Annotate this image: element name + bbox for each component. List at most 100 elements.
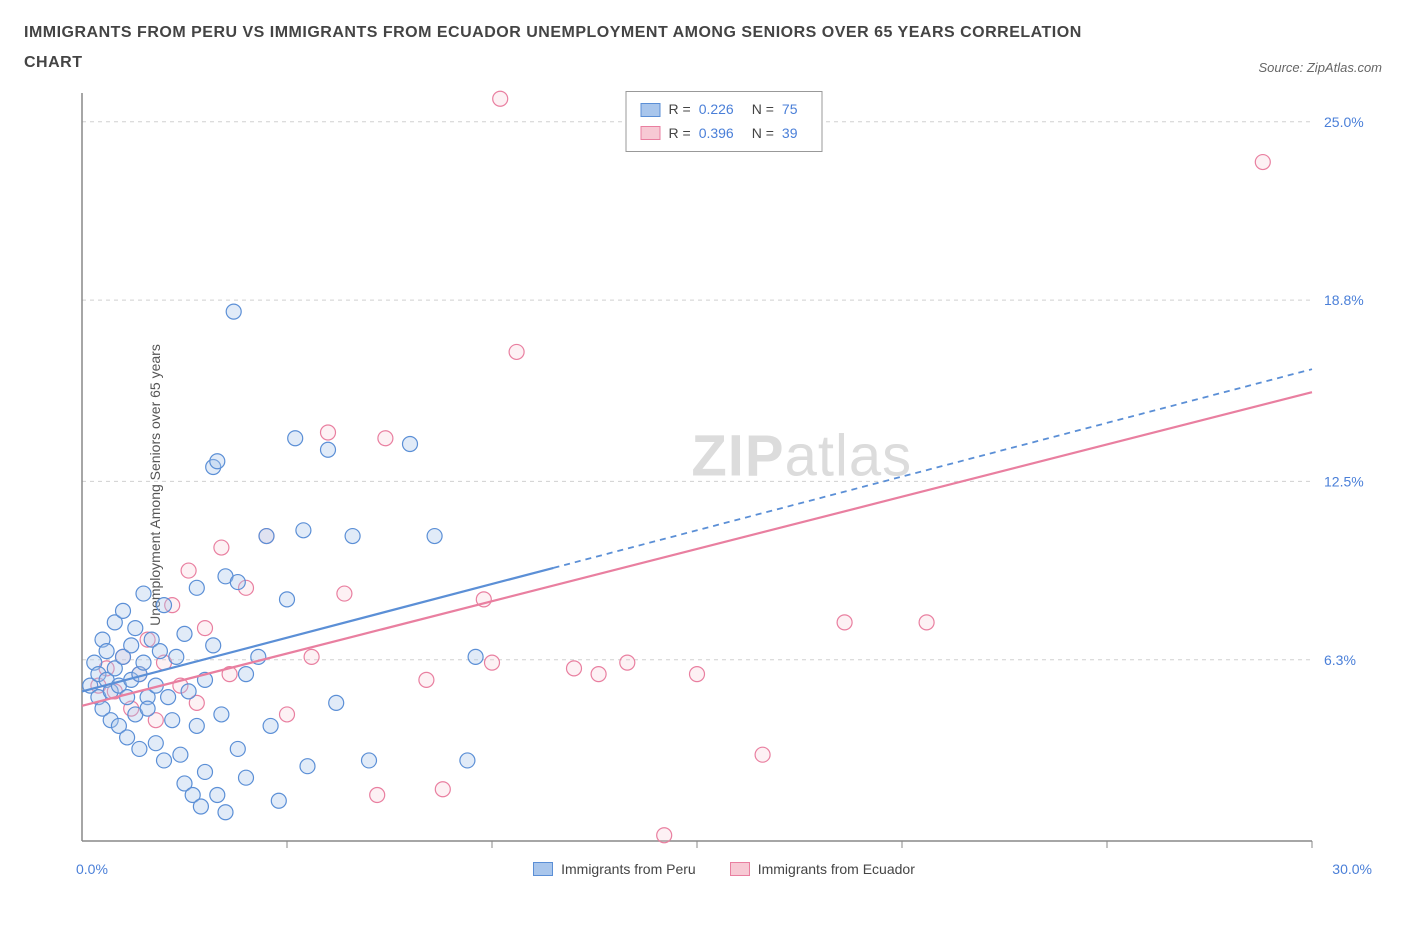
data-point — [755, 747, 770, 762]
data-point — [116, 603, 131, 618]
data-point — [177, 626, 192, 641]
svg-text:6.3%: 6.3% — [1324, 652, 1356, 668]
data-point — [169, 649, 184, 664]
data-point — [239, 770, 254, 785]
data-point — [370, 787, 385, 802]
data-point — [161, 689, 176, 704]
data-point — [99, 643, 114, 658]
data-point — [362, 753, 377, 768]
stats-legend: R = 0.226 N = 75R = 0.396 N = 39 — [626, 91, 823, 153]
data-point — [620, 655, 635, 670]
svg-text:12.5%: 12.5% — [1324, 473, 1364, 489]
data-point — [493, 91, 508, 106]
stats-legend-row: R = 0.396 N = 39 — [641, 122, 808, 146]
source-label: Source: ZipAtlas.com — [1258, 60, 1382, 79]
data-point — [152, 643, 167, 658]
data-point — [509, 344, 524, 359]
series-legend-item: Immigrants from Ecuador — [730, 861, 915, 877]
data-point — [567, 661, 582, 676]
data-point — [239, 666, 254, 681]
data-point — [206, 638, 221, 653]
data-point — [136, 655, 151, 670]
trend-line — [82, 392, 1312, 706]
series-legend-label: Immigrants from Ecuador — [758, 861, 915, 877]
legend-swatch — [641, 103, 661, 117]
data-point — [263, 718, 278, 733]
r-value: 0.226 — [699, 98, 734, 122]
legend-swatch — [641, 126, 661, 140]
data-point — [181, 684, 196, 699]
data-point — [120, 730, 135, 745]
data-point — [337, 586, 352, 601]
data-point — [427, 528, 442, 543]
svg-text:18.8%: 18.8% — [1324, 292, 1364, 308]
data-point — [304, 649, 319, 664]
series-legend-label: Immigrants from Peru — [561, 861, 696, 877]
data-point — [157, 597, 172, 612]
stats-legend-row: R =0.226N =75 — [641, 98, 808, 122]
data-point — [230, 741, 245, 756]
data-point — [280, 707, 295, 722]
series-legend-item: Immigrants from Peru — [533, 861, 696, 877]
data-point — [280, 592, 295, 607]
data-point — [591, 666, 606, 681]
data-point — [198, 620, 213, 635]
data-point — [148, 735, 163, 750]
data-point — [378, 431, 393, 446]
data-point — [657, 828, 672, 843]
data-point — [230, 574, 245, 589]
data-point — [919, 615, 934, 630]
data-point — [837, 615, 852, 630]
data-point — [259, 528, 274, 543]
r-value: 0.396 — [699, 122, 734, 146]
data-point — [157, 753, 172, 768]
n-value: 39 — [782, 122, 798, 146]
chart-title: IMMIGRANTS FROM PERU VS IMMIGRANTS FROM … — [24, 18, 1124, 79]
data-point — [419, 672, 434, 687]
data-point — [345, 528, 360, 543]
data-point — [321, 425, 336, 440]
data-point — [165, 712, 180, 727]
data-point — [485, 655, 500, 670]
data-point — [198, 764, 213, 779]
data-point — [296, 523, 311, 538]
data-point — [300, 758, 315, 773]
data-point — [321, 442, 336, 457]
data-point — [173, 747, 188, 762]
data-point — [1255, 154, 1270, 169]
data-point — [403, 436, 418, 451]
x-axis-end-label: 30.0% — [1332, 861, 1372, 877]
data-point — [435, 781, 450, 796]
data-point — [193, 799, 208, 814]
data-point — [218, 805, 233, 820]
data-point — [210, 454, 225, 469]
data-point — [690, 666, 705, 681]
data-point — [468, 649, 483, 664]
data-point — [271, 793, 286, 808]
plot-area: 6.3%12.5%18.8%25.0% ZIPatlas R =0.226N =… — [76, 87, 1372, 857]
data-point — [214, 707, 229, 722]
trend-line-extrapolated — [554, 369, 1313, 568]
series-legend: Immigrants from Peru Immigrants from Ecua… — [76, 861, 1372, 877]
data-point — [189, 580, 204, 595]
data-point — [136, 586, 151, 601]
x-axis-start-label: 0.0% — [76, 861, 108, 877]
r-label: R = — [669, 98, 691, 122]
data-point — [329, 695, 344, 710]
data-point — [226, 304, 241, 319]
legend-swatch — [730, 862, 750, 876]
n-value: 75 — [782, 98, 798, 122]
data-point — [132, 741, 147, 756]
data-point — [288, 431, 303, 446]
scatter-plot: 6.3% 12.5% 18.8% 25.0% — [76, 87, 1382, 857]
data-point — [181, 563, 196, 578]
r-label: R = — [669, 122, 691, 146]
svg-text:25.0%: 25.0% — [1324, 114, 1364, 130]
data-point — [210, 787, 225, 802]
n-label: N = — [752, 122, 774, 146]
legend-swatch — [533, 862, 553, 876]
data-point — [124, 638, 139, 653]
data-point — [128, 620, 143, 635]
trend-line — [82, 568, 554, 692]
data-point — [140, 701, 155, 716]
